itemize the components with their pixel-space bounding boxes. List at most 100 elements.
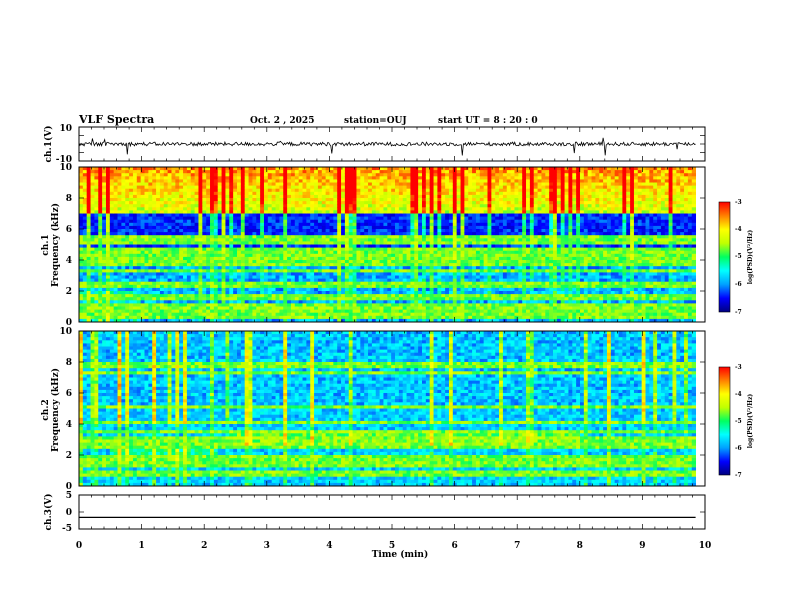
spectrogram-cell: [360, 219, 365, 224]
spectrogram-cell: [360, 179, 365, 183]
spectrogram-cell: [263, 272, 269, 276]
spectrogram-cell: [441, 235, 446, 239]
spectrogram-cell: [406, 194, 411, 199]
spectrogram-cell: [402, 194, 407, 199]
spectrogram-cell: [360, 244, 365, 248]
spectrogram-cell: [391, 244, 396, 248]
spectrogram-cell: [437, 309, 442, 314]
spectrogram-cell: [244, 201, 249, 205]
spectrogram-cell: [341, 194, 346, 199]
spectrogram-cell: [348, 241, 354, 245]
spectrogram-cell: [86, 247, 91, 252]
spectrogram-cell: [194, 182, 199, 186]
spectrogram-cell: [183, 278, 188, 283]
spectrogram-cell: [105, 204, 111, 208]
spectrogram-cell: [248, 219, 253, 224]
spectrogram-cell: [310, 256, 315, 261]
spectrogram-cell: [279, 250, 284, 255]
spectrogram-cell: [79, 235, 84, 239]
spectrogram-cell: [433, 278, 438, 283]
spectrogram-cell: [387, 210, 392, 214]
spectrogram-cell: [102, 185, 107, 190]
spectrogram-cell: [156, 194, 161, 199]
spectrogram-cell: [136, 278, 142, 283]
spectrogram-cell: [113, 269, 118, 273]
spectrogram-cell: [248, 278, 253, 283]
spectrogram-cell: [136, 294, 142, 298]
spectrogram-cell: [341, 312, 346, 317]
spectrogram-cell: [314, 185, 319, 190]
spectrogram-cell: [221, 312, 226, 317]
spectrogram-cell: [263, 294, 269, 298]
spectrogram-cell: [244, 294, 249, 298]
spectrogram-cell: [383, 291, 388, 295]
spectrogram-cell: [105, 275, 111, 279]
spectrogram-cell: [425, 213, 431, 217]
spectrogram-cell: [117, 204, 122, 208]
spectrogram-cell: [341, 173, 346, 177]
spectrogram-cell: [179, 207, 184, 211]
spectrogram-cell: [213, 232, 219, 236]
spectrogram-cell: [237, 300, 242, 304]
spectrogram-cell: [105, 247, 111, 252]
spectrogram-cell: [387, 235, 392, 239]
spectrogram-cell: [121, 250, 126, 255]
spectrogram-cell: [302, 297, 307, 301]
spectrogram-cell: [156, 238, 161, 242]
spectrogram-cell: [398, 291, 404, 295]
spectrogram-cell: [406, 275, 411, 279]
spectrogram-cell: [82, 201, 88, 205]
spectrogram-cell: [129, 204, 134, 208]
spectrogram-cell: [136, 269, 142, 273]
spectrogram-cell: [325, 306, 330, 310]
spectrogram-cell: [129, 266, 134, 270]
spectrogram-cell: [171, 306, 176, 310]
spectrogram-cell: [325, 309, 330, 314]
spectrogram-cell: [387, 238, 392, 242]
spectrogram-cell: [263, 260, 269, 264]
spectrogram-cell: [429, 263, 434, 267]
spectrogram-cell: [402, 297, 407, 301]
spectrogram-cell: [437, 269, 442, 273]
spectrogram-cell: [113, 225, 118, 230]
spectrogram-cell: [395, 216, 400, 221]
spectrogram-cell: [229, 256, 234, 261]
spectrogram-cell: [337, 173, 342, 177]
spectrogram-cell: [140, 201, 145, 205]
spectrogram-cell: [391, 225, 396, 230]
spectrogram-cell: [433, 244, 438, 248]
spectrogram-cell: [98, 315, 103, 320]
spectrogram-cell: [144, 198, 149, 202]
spectrogram-cell: [94, 210, 99, 214]
spectrogram-cell: [275, 241, 280, 245]
spectrogram-cell: [402, 198, 407, 202]
spectrogram-cell: [252, 238, 257, 242]
spectrogram-cell: [179, 185, 184, 190]
spectrogram-cell: [179, 306, 184, 310]
spectrogram-cell: [221, 284, 226, 289]
start-time-label: start UT = 8 : 20 : 0: [438, 116, 538, 126]
spectrogram-cell: [186, 232, 192, 236]
spectrogram-cell: [294, 173, 300, 177]
spectrogram-cell: [125, 253, 130, 258]
spectrogram-cell: [159, 241, 165, 245]
spectrogram-cell: [387, 281, 392, 286]
spectrogram-cell: [360, 222, 365, 227]
spectrogram-cell: [152, 278, 157, 283]
spectrogram-cell: [148, 244, 153, 248]
spectrogram-cell: [94, 182, 99, 186]
spectrogram-cell: [410, 256, 415, 261]
spectrogram-cell: [117, 170, 122, 174]
spectrogram-cell: [360, 241, 365, 245]
spectrogram-cell: [356, 272, 361, 276]
spectrogram-cell: [337, 216, 342, 221]
spectrogram-cell: [225, 309, 230, 314]
spectrogram-cell: [132, 244, 138, 248]
spectrogram-cell: [175, 291, 180, 295]
spectrogram-cell: [121, 263, 126, 267]
spectrogram-cell: [368, 250, 373, 255]
spectrogram-cell: [194, 241, 199, 245]
spectrogram-cell: [159, 253, 165, 258]
spectrogram-cell: [287, 235, 292, 239]
spectrogram-cell: [102, 278, 107, 283]
